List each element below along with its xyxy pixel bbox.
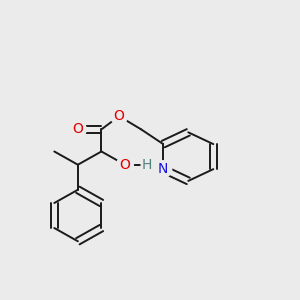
Circle shape xyxy=(117,156,134,173)
Text: O: O xyxy=(114,109,124,123)
Text: O: O xyxy=(119,158,130,172)
Text: H: H xyxy=(141,158,152,172)
Circle shape xyxy=(155,161,172,178)
Text: N: N xyxy=(158,162,168,176)
Text: O: O xyxy=(72,122,83,136)
Circle shape xyxy=(111,108,128,124)
Circle shape xyxy=(69,121,86,138)
Circle shape xyxy=(141,159,152,170)
